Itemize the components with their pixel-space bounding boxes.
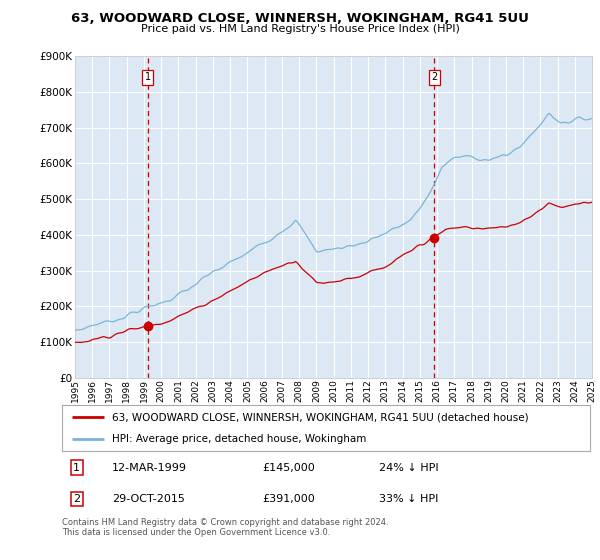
Text: £391,000: £391,000	[262, 494, 315, 504]
Text: HPI: Average price, detached house, Wokingham: HPI: Average price, detached house, Woki…	[112, 435, 367, 444]
Text: 24% ↓ HPI: 24% ↓ HPI	[379, 463, 438, 473]
Text: 2: 2	[431, 72, 437, 82]
Text: 1: 1	[145, 72, 151, 82]
Text: 63, WOODWARD CLOSE, WINNERSH, WOKINGHAM, RG41 5UU (detached house): 63, WOODWARD CLOSE, WINNERSH, WOKINGHAM,…	[112, 412, 529, 422]
Text: 2: 2	[73, 494, 80, 504]
Text: 12-MAR-1999: 12-MAR-1999	[112, 463, 187, 473]
Text: 33% ↓ HPI: 33% ↓ HPI	[379, 494, 438, 504]
Text: Contains HM Land Registry data © Crown copyright and database right 2024.
This d: Contains HM Land Registry data © Crown c…	[62, 518, 388, 538]
Text: £145,000: £145,000	[262, 463, 315, 473]
Text: 29-OCT-2015: 29-OCT-2015	[112, 494, 185, 504]
Text: 63, WOODWARD CLOSE, WINNERSH, WOKINGHAM, RG41 5UU: 63, WOODWARD CLOSE, WINNERSH, WOKINGHAM,…	[71, 12, 529, 25]
Text: 1: 1	[73, 463, 80, 473]
Text: Price paid vs. HM Land Registry's House Price Index (HPI): Price paid vs. HM Land Registry's House …	[140, 24, 460, 34]
